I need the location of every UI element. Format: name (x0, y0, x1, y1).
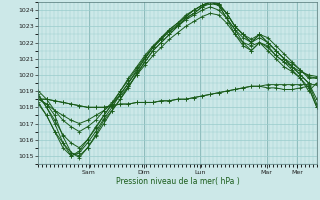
X-axis label: Pression niveau de la mer( hPa ): Pression niveau de la mer( hPa ) (116, 177, 239, 186)
